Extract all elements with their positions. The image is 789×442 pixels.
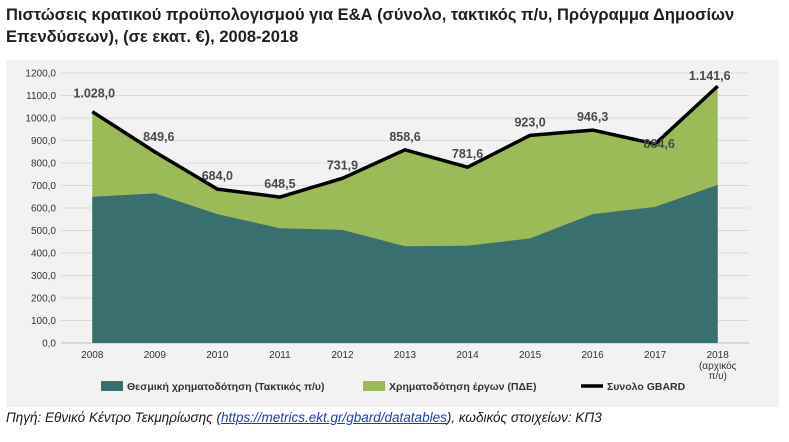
- data-label: 731,9: [327, 158, 358, 172]
- area-series-regular-budget: [92, 184, 718, 343]
- y-tick-label: 1200,0: [25, 69, 56, 80]
- y-tick-label: 300,0: [31, 271, 56, 282]
- x-tick-label: 2014: [456, 350, 479, 361]
- x-tick-label: 2018: [707, 350, 730, 361]
- data-label: 923,0: [514, 115, 545, 129]
- data-label: 684,0: [202, 169, 233, 183]
- data-label: 858,6: [389, 130, 420, 144]
- y-tick-label: 100,0: [31, 316, 56, 327]
- y-tick-label: 1100,0: [26, 91, 56, 102]
- source-suffix: ), κωδικός στοιχείων: ΚΠ3: [446, 410, 602, 425]
- x-tick-label: 2012: [331, 350, 354, 361]
- y-tick-label: 0,0: [42, 339, 56, 350]
- line-series-gbard: [91, 84, 719, 199]
- source-link[interactable]: https://metrics.ekt.gr/gbard/datatables: [220, 410, 447, 425]
- legend-label: Συνολο GBARD: [607, 381, 686, 393]
- legend-label: Θεσμική χρηματοδότηση (Τακτικός π/υ): [127, 381, 325, 393]
- legend-swatch: [363, 381, 385, 391]
- y-tick-label: 600,0: [31, 204, 56, 215]
- y-tick-label: 1000,0: [25, 114, 56, 125]
- chart-title: Πιστώσεις κρατικού προϋπολογισμού για Ε&…: [6, 6, 735, 46]
- data-label: 1.028,0: [73, 87, 115, 101]
- chart-svg: 0,0 100,0 200,0 300,0 400,0 500,0 600,0 700,0 80…: [25, 69, 749, 393]
- data-label: 849,6: [143, 130, 174, 144]
- x-tick-sublabel: (αρχικός: [699, 360, 737, 372]
- legend-label: Χρηματοδότηση έργων (ΠΔΕ): [389, 381, 537, 393]
- x-tick-sublabel: π/υ): [708, 371, 726, 382]
- x-tick-label: 2017: [644, 350, 667, 361]
- x-tick-label: 2010: [206, 350, 229, 361]
- chart-area: 0,0 100,0 200,0 300,0 400,0 500,0 600,0 700,0 80…: [6, 60, 779, 407]
- x-tick-label: 2013: [394, 350, 417, 361]
- source-note: Πηγή: Εθνικό Κέντρο Τεκμηρίωσης (https:/…: [6, 410, 602, 425]
- y-tick-label: 900,0: [31, 136, 56, 147]
- x-tick-label: 2011: [269, 350, 291, 361]
- y-tick-label: 500,0: [31, 226, 56, 237]
- data-label: 648,5: [264, 177, 295, 191]
- data-label: 781,6: [452, 147, 483, 161]
- x-tick-label: 2015: [519, 350, 542, 361]
- y-tick-label: 200,0: [31, 294, 56, 305]
- data-label: 946,3: [577, 110, 608, 124]
- data-label: 1.141,6: [689, 69, 731, 83]
- data-label: 884,6: [644, 137, 675, 151]
- legend-swatch: [101, 381, 123, 391]
- x-tick-label: 2016: [582, 350, 605, 361]
- x-tick-label: 2009: [144, 350, 167, 361]
- x-tick-label: 2008: [81, 350, 104, 361]
- y-tick-label: 400,0: [31, 249, 56, 260]
- source-prefix: Πηγή: Εθνικό Κέντρο Τεκμηρίωσης (: [6, 410, 221, 425]
- y-tick-label: 800,0: [31, 159, 56, 170]
- y-tick-label: 700,0: [31, 181, 56, 192]
